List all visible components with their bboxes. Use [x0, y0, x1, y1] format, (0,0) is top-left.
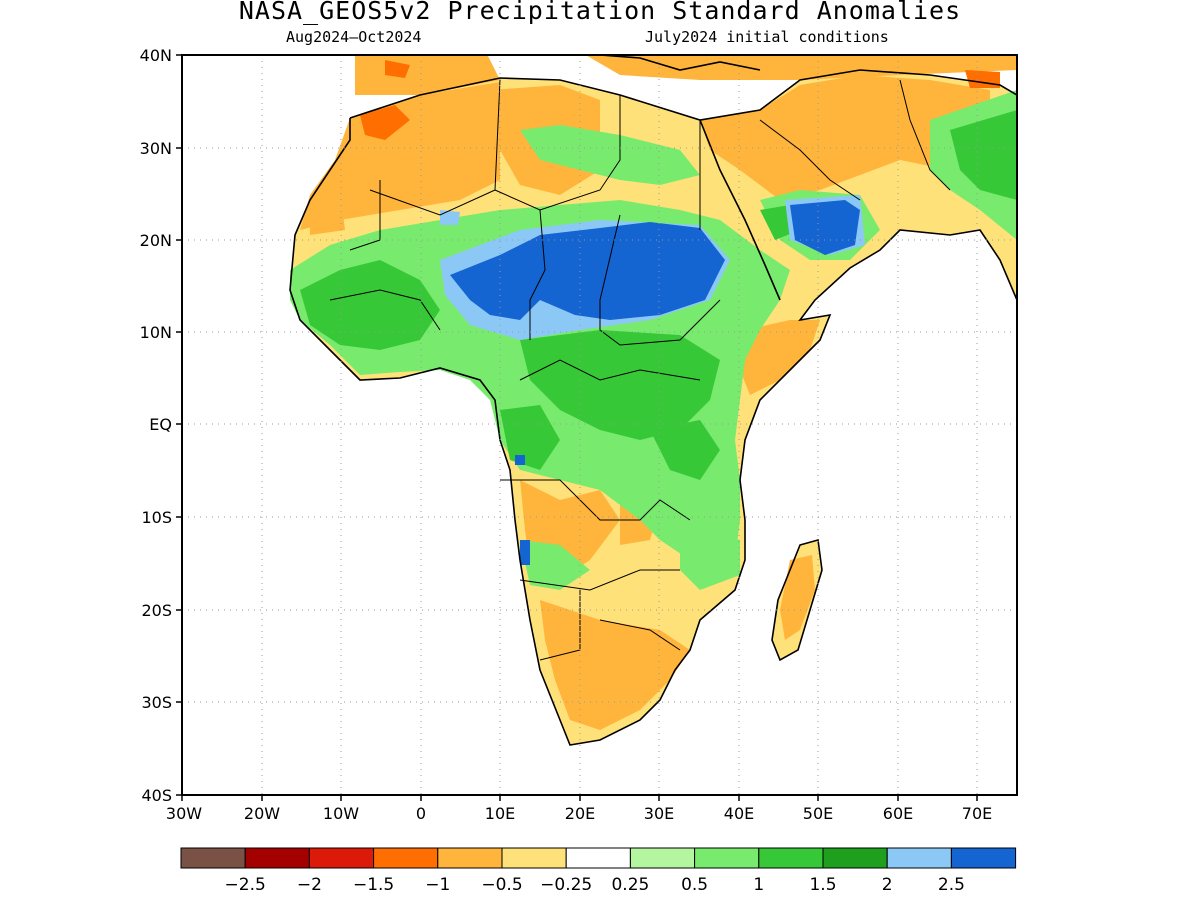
lon-label: 40E — [724, 804, 754, 823]
colorbar-swatch — [694, 847, 760, 869]
colorbar-swatch — [180, 847, 246, 869]
colorbar-swatch — [565, 847, 631, 869]
lat-label: 10S — [141, 508, 172, 527]
country-borders — [329, 79, 951, 661]
anomaly-field — [289, 55, 1017, 746]
colorbar-swatch — [308, 847, 375, 869]
lat-label: 20N — [140, 231, 172, 250]
colorbar-swatch — [629, 847, 696, 869]
lat-label: 40S — [141, 786, 172, 805]
colorbar-label: −2 — [297, 875, 322, 895]
lat-label: EQ — [149, 415, 172, 434]
lat-label: 30S — [141, 693, 172, 712]
lon-label: 50E — [803, 804, 833, 823]
colorbar-label: −1 — [425, 875, 450, 895]
colorbar-swatch — [244, 847, 310, 869]
map-title: NASA_GEOS5v2 Precipitation Standard Anom… — [238, 0, 962, 25]
forecast-period: Aug2024–Oct2024 — [286, 28, 422, 46]
colorbar-label: −0.5 — [481, 875, 522, 895]
colorbar-label: 1.5 — [809, 875, 836, 895]
lon-label: 20E — [565, 804, 595, 823]
map-frame — [181, 54, 1018, 796]
colorbar-swatch — [950, 847, 1017, 869]
lon-label: 60E — [883, 804, 913, 823]
colorbar-label: −0.25 — [540, 875, 592, 895]
colorbar-swatch — [822, 847, 888, 869]
colorbar-label: 2 — [882, 875, 893, 895]
colorbar: −2.5 −2 −1.5 −1 −0.5 −0.25 0.25 0.5 1 1.5 2 2.5 — [180, 847, 1017, 895]
colorbar-label: 0.25 — [611, 875, 649, 895]
lon-label: 70E — [962, 804, 992, 823]
lon-label: 20W — [244, 804, 280, 823]
colorbar-label: −2.5 — [225, 875, 266, 895]
lon-label: 10E — [485, 804, 515, 823]
colorbar-label: −1.5 — [353, 875, 394, 895]
colorbar-label: 1 — [753, 875, 764, 895]
axis-ticks — [176, 54, 978, 801]
colorbar-swatch — [501, 847, 567, 869]
lon-label: 10W — [323, 804, 359, 823]
longitude-labels: 30W 20W 10W 0 10E 20E 30E 40E 50E 60E 70… — [166, 804, 992, 823]
coastlines — [289, 55, 1017, 746]
colorbar-swatch — [437, 847, 503, 869]
lat-label: 20S — [141, 601, 172, 620]
colorbar-swatch — [373, 847, 439, 869]
colorbar-swatch — [886, 847, 952, 869]
colorbar-swatch — [758, 847, 824, 869]
initial-conditions: July2024 initial conditions — [645, 28, 889, 46]
colorbar-label: 0.5 — [681, 875, 708, 895]
latitude-labels: 40N 30N 20N 10N EQ 10S 20S 30S 40S — [140, 46, 172, 805]
lon-label: 30W — [166, 804, 202, 823]
lon-label: 0 — [416, 804, 426, 823]
lat-label: 10N — [140, 323, 172, 342]
lat-label: 30N — [140, 139, 172, 158]
lon-label: 30E — [644, 804, 674, 823]
lat-label: 40N — [140, 46, 172, 65]
very-wet-anomalies — [450, 200, 860, 565]
colorbar-label: 2.5 — [938, 875, 965, 895]
